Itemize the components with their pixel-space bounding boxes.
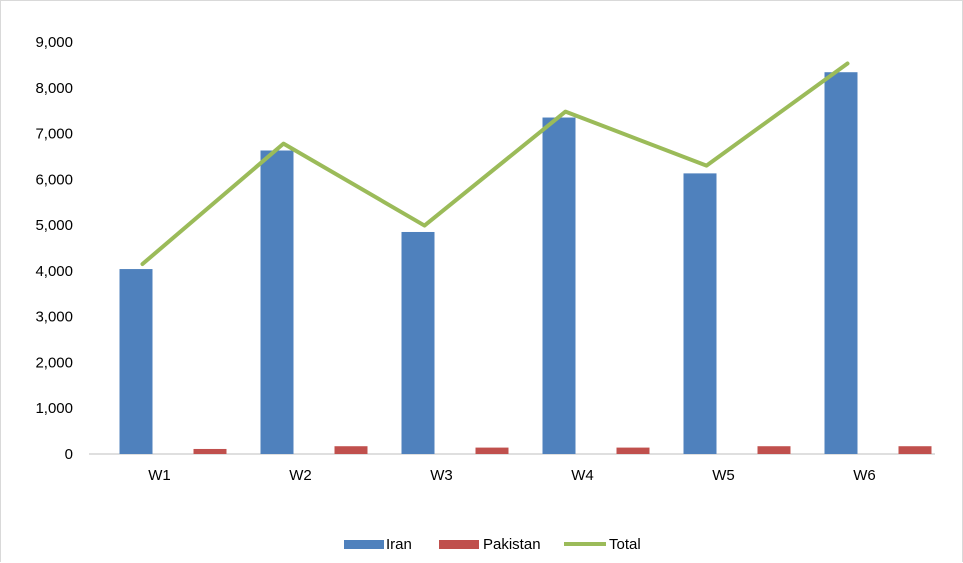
x-tick-label-w4: W4 <box>571 467 594 484</box>
x-tick-label-w3: W3 <box>430 467 453 484</box>
y-axis-labels: 0 1,000 2,000 3,000 4,000 5,000 6,000 7,000 8,00… <box>35 34 73 463</box>
legend-label-total: Total <box>609 536 641 553</box>
x-tick-label-w5: W5 <box>712 467 735 484</box>
x-tick-label-w2: W2 <box>289 467 312 484</box>
bar-pakistan-w4 <box>616 447 650 454</box>
bars <box>119 72 932 455</box>
legend-label-iran: Iran <box>386 536 412 553</box>
y-tick-label: 4,000 <box>35 263 73 280</box>
y-tick-label: 2,000 <box>35 354 73 371</box>
bar-pakistan-w1 <box>193 448 227 454</box>
bar-pakistan-w3 <box>475 447 509 454</box>
total-line-group <box>140 61 850 267</box>
y-tick-label: 8,000 <box>35 80 73 97</box>
x-tick-label-w1: W1 <box>148 467 171 484</box>
x-tick-label-w6: W6 <box>853 467 876 484</box>
line-total <box>140 61 850 267</box>
bar-pakistan-w6 <box>898 446 932 454</box>
y-tick-label: 5,000 <box>35 217 73 234</box>
bar-iran-w4 <box>542 117 576 455</box>
legend-swatch-pakistan <box>439 540 479 549</box>
legend-swatch-iran <box>344 540 384 549</box>
y-tick-label: 6,000 <box>35 171 73 188</box>
bar-iran-w3 <box>401 231 435 454</box>
bar-iran-w6 <box>824 72 858 455</box>
x-axis-labels: W1 W2 W3 W4 W5 W6 <box>148 467 876 484</box>
y-tick-label: 1,000 <box>35 400 73 417</box>
y-tick-label: 7,000 <box>35 126 73 143</box>
y-tick-label: 0 <box>65 446 73 463</box>
y-tick-label: 3,000 <box>35 309 73 326</box>
legend: Iran Pakistan Total <box>344 536 641 553</box>
bar-iran-w2 <box>260 150 294 454</box>
y-tick-label: 9,000 <box>35 34 73 51</box>
bar-pakistan-w2 <box>334 446 368 454</box>
bar-pakistan-w5 <box>757 446 791 454</box>
legend-label-pakistan: Pakistan <box>483 536 541 553</box>
bar-iran-w1 <box>119 269 153 454</box>
bar-iran-w5 <box>683 173 717 455</box>
